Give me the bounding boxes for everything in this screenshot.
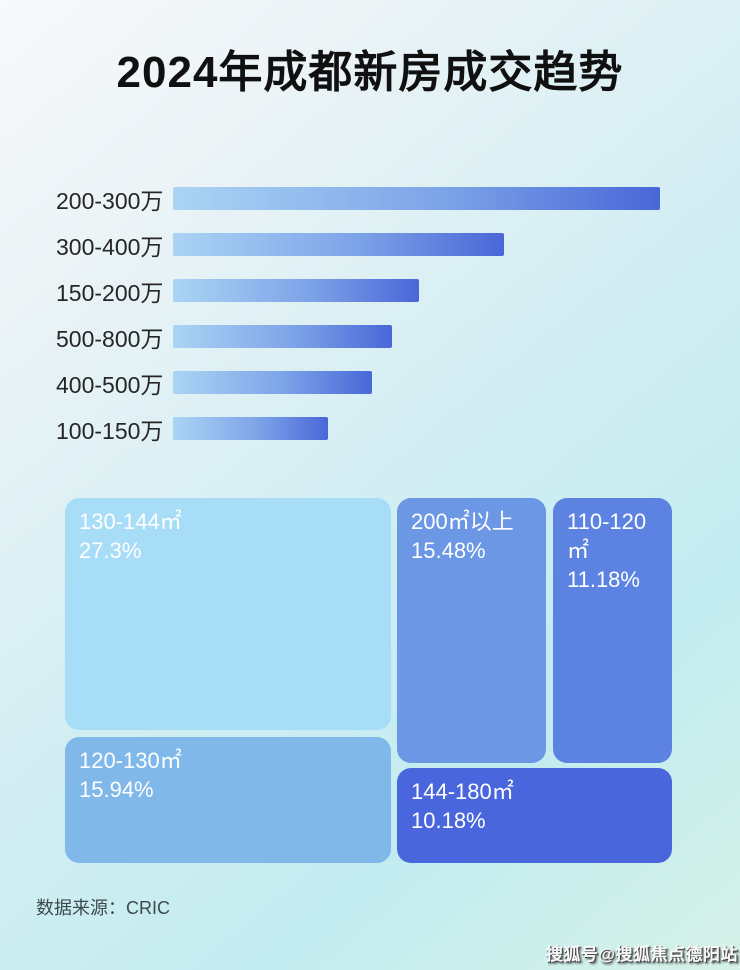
bar-label: 200-300万 bbox=[56, 187, 164, 214]
tile-percentage: 27.3% bbox=[79, 538, 142, 564]
bar-track bbox=[173, 279, 660, 302]
bar-track bbox=[173, 371, 660, 394]
tile-percentage: 10.18% bbox=[411, 808, 486, 834]
tile-percentage: 11.18% bbox=[567, 567, 640, 593]
tile-area-range: 120-130㎡ bbox=[79, 748, 182, 773]
tile-percentage: 15.48% bbox=[411, 538, 486, 564]
tile-percentage: 15.94% bbox=[79, 777, 154, 803]
bar bbox=[173, 233, 504, 256]
bar-track bbox=[173, 187, 660, 210]
data-source-label: 数据来源：CRIC bbox=[36, 898, 170, 918]
bar-label: 400-500万 bbox=[56, 371, 164, 398]
bar-label: 150-200万 bbox=[56, 279, 164, 306]
treemap-tile: 200㎡以上 15.48% bbox=[397, 498, 546, 763]
bar bbox=[173, 325, 392, 348]
treemap-tile: 120-130㎡ 15.94% bbox=[65, 737, 391, 863]
bar-label: 300-400万 bbox=[56, 233, 164, 260]
bar bbox=[173, 279, 419, 302]
bar-row: 400-500万 bbox=[0, 371, 740, 398]
watermark: 搜狐号@搜狐焦点德阳站 bbox=[545, 945, 738, 964]
bar-row: 200-300万 bbox=[0, 187, 740, 214]
tile-area-range: 130-144㎡ bbox=[79, 509, 182, 534]
bar-row: 100-150万 bbox=[0, 417, 740, 444]
treemap-tile: 110-120㎡ 11.18% bbox=[553, 498, 672, 763]
bar bbox=[173, 371, 373, 394]
bar-row: 300-400万 bbox=[0, 233, 740, 260]
bar-track bbox=[173, 325, 660, 348]
bar bbox=[173, 187, 660, 210]
treemap-tile: 144-180㎡ 10.18% bbox=[397, 768, 672, 863]
treemap-tile: 130-144㎡ 27.3% bbox=[65, 498, 391, 730]
page-title: 2024年成都新房成交趋势 bbox=[116, 48, 624, 97]
bar-row: 500-800万 bbox=[0, 325, 740, 352]
tile-area-range: 200㎡以上 bbox=[411, 509, 514, 534]
area-share-treemap: 130-144㎡ 27.3% 200㎡以上 15.48% 110-120㎡ 11… bbox=[65, 498, 672, 863]
bar-row: 150-200万 bbox=[0, 279, 740, 306]
bar-track bbox=[173, 233, 660, 256]
tile-area-range: 144-180㎡ bbox=[411, 779, 514, 804]
bar-label: 100-150万 bbox=[56, 417, 164, 444]
bar-label: 500-800万 bbox=[56, 325, 164, 352]
price-range-bar-chart: 200-300万 300-400万 150-200万 500-800万 400-… bbox=[0, 187, 740, 463]
bar-track bbox=[173, 417, 660, 440]
tile-area-range: 110-120㎡ bbox=[567, 509, 647, 564]
bar bbox=[173, 417, 328, 440]
